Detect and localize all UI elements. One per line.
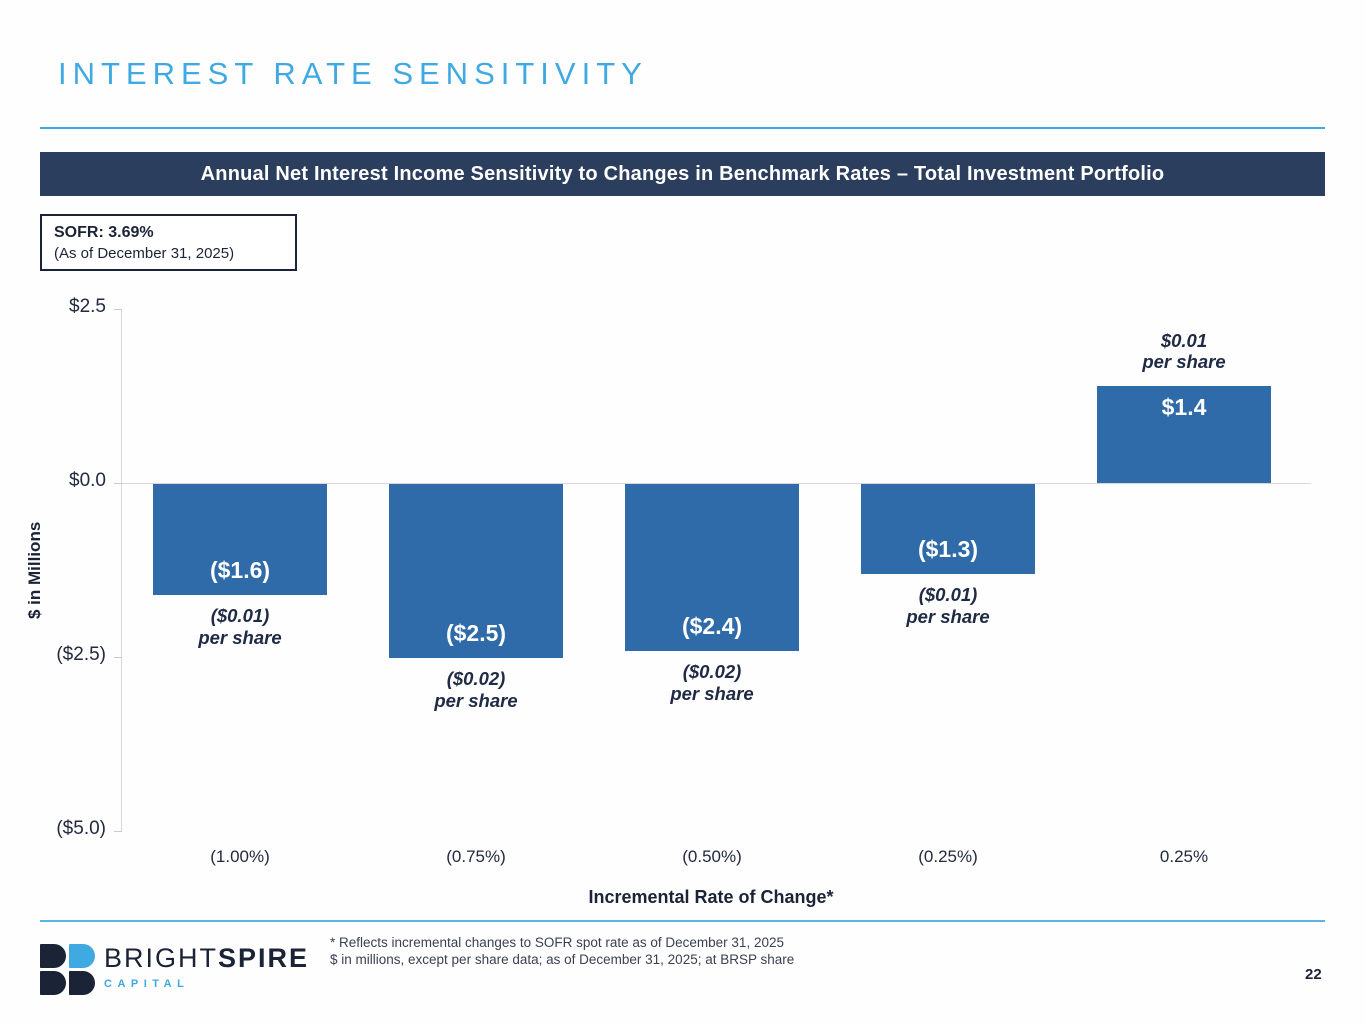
- bar: [861, 484, 1035, 575]
- x-axis-title: Incremental Rate of Change*: [588, 887, 834, 907]
- logo-text-bright: BRIGHT: [104, 943, 219, 973]
- per-share-label: ($0.01) per share: [198, 605, 282, 649]
- bar-value-label: ($2.5): [445, 620, 507, 646]
- y-axis-tick-label: $2.5: [69, 296, 106, 317]
- bar: [625, 484, 799, 652]
- page-number: 22: [1305, 966, 1322, 983]
- bar-value-label: ($1.6): [209, 557, 271, 584]
- footnote-line-1: * Reflects incremental changes to SOFR s…: [330, 935, 784, 950]
- y-axis-tick: [114, 308, 122, 310]
- per-share-label: ($0.02) per share: [434, 668, 518, 711]
- bar: [389, 484, 563, 658]
- logo-text-capital: CAPITAL: [104, 977, 190, 990]
- title-divider: [40, 127, 1325, 129]
- y-axis-tick: [114, 830, 122, 832]
- x-axis-category-label: (0.25%): [918, 847, 978, 866]
- sofr-rate: SOFR: 3.69%: [54, 224, 154, 241]
- per-share-label: $0.01 per share: [1142, 329, 1226, 373]
- bar-value-label: $1.4: [1161, 393, 1207, 420]
- brightspire-logo-mark: [40, 944, 96, 996]
- brightspire-logo-text: BRIGHTSPIRE CAPITAL: [104, 943, 310, 990]
- x-axis-category-label: 0.25%: [1159, 847, 1209, 866]
- y-axis-title: $ in Millions: [25, 521, 44, 619]
- logo-brand-name: BRIGHTSPIRE: [104, 943, 310, 974]
- sofr-callout-box: SOFR: 3.69% (As of December 31, 2025): [40, 214, 297, 272]
- per-share-label: ($0.01) per share: [906, 584, 990, 628]
- plot-area: $2.5 $0.0 ($2.5) ($5.0) ($1.6) ($0.01) per sh…: [56, 296, 1311, 866]
- per-share-label: ($0.02) per share: [670, 661, 754, 704]
- y-axis-tick: [114, 482, 122, 484]
- bar-value-label: ($2.4): [681, 613, 743, 640]
- x-axis-category-label: (0.50%): [682, 847, 742, 866]
- footer-divider: [40, 920, 1325, 922]
- x-axis-category-label: (1.00%): [210, 847, 270, 866]
- logo-tile-top-left: [40, 944, 66, 968]
- bar: [1097, 385, 1271, 483]
- bar-value-label: ($1.3): [917, 536, 979, 563]
- logo-text-spire: SPIRE: [218, 943, 310, 973]
- logo-tile-bottom-right: [69, 971, 95, 995]
- zero-baseline: [122, 482, 1311, 484]
- y-axis-tick-label: $0.0: [69, 470, 106, 491]
- footnotes: * Reflects incremental changes to SOFR s…: [330, 935, 794, 968]
- y-axis-tick-label: ($2.5): [56, 644, 106, 665]
- logo-tile-bottom-left: [40, 971, 66, 995]
- x-axis-category-label: (0.75%): [446, 847, 506, 866]
- y-axis-tick-label: ($5.0): [56, 818, 106, 839]
- y-axis-tick: [114, 656, 122, 658]
- bar: [153, 484, 327, 596]
- logo-tile-top-right: [69, 944, 95, 968]
- footnote-line-2: $ in millions, except per share data; as…: [330, 951, 795, 967]
- page-title: INTEREST RATE SENSITIVITY: [58, 56, 648, 91]
- chart-title-banner: Annual Net Interest Income Sensitivity t…: [40, 152, 1325, 196]
- sofr-as-of-date: (As of December 31, 2025): [54, 244, 235, 262]
